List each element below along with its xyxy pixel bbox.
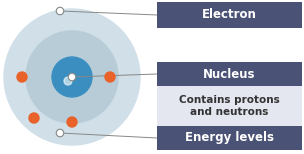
Bar <box>157 2 302 28</box>
Text: Contains protons
and neutrons: Contains protons and neutrons <box>179 95 280 117</box>
Circle shape <box>105 72 115 82</box>
Circle shape <box>4 9 140 145</box>
Circle shape <box>64 77 72 85</box>
Text: Nucleus: Nucleus <box>203 67 256 81</box>
Bar <box>157 86 302 126</box>
Circle shape <box>56 129 64 137</box>
Circle shape <box>26 31 118 123</box>
Bar <box>157 62 302 86</box>
Circle shape <box>17 72 27 82</box>
Circle shape <box>29 113 39 123</box>
Text: Electron: Electron <box>202 8 257 22</box>
Text: Energy levels: Energy levels <box>185 132 274 144</box>
Circle shape <box>67 117 77 127</box>
Circle shape <box>56 7 64 15</box>
Bar <box>157 126 302 150</box>
Circle shape <box>52 57 92 97</box>
Circle shape <box>68 73 76 81</box>
